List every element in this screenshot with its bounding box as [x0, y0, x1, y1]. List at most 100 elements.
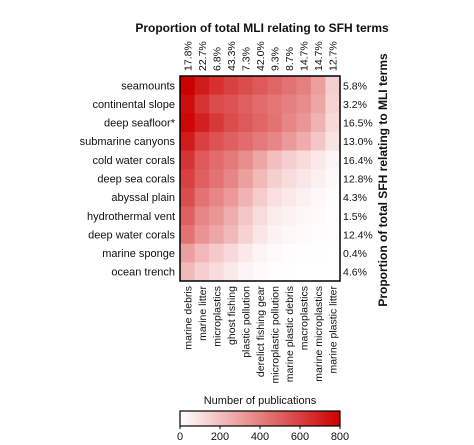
column-label: marine debris — [182, 286, 194, 350]
heatmap-cell — [223, 187, 239, 207]
heatmap-cell — [281, 262, 297, 282]
heatmap-cell — [238, 113, 254, 133]
heatmap-cell — [223, 206, 239, 226]
heatmap-cells — [180, 76, 341, 282]
heatmap-cell — [281, 131, 297, 151]
heatmap-cell — [252, 225, 268, 245]
column-label: marine microplastics — [313, 286, 325, 382]
heatmap-cell — [238, 225, 254, 245]
column-label: ghost fishing — [226, 286, 238, 345]
heatmap-cell — [296, 150, 312, 170]
row-label: seamounts — [121, 80, 175, 92]
heatmap-cell — [238, 150, 254, 170]
column-percentage: 42.0% — [255, 41, 267, 71]
row-percentage: 16.4% — [343, 155, 373, 167]
column-label: microplastics — [211, 286, 223, 347]
heatmap-cell — [325, 76, 341, 96]
heatmap-cell — [310, 76, 326, 96]
heatmap-cell — [209, 243, 225, 263]
colorbar-ticks: 0 200 400 600 800 — [177, 426, 349, 443]
heatmap-cell — [194, 113, 210, 133]
heatmap-cell — [296, 169, 312, 189]
heatmap-cell — [296, 187, 312, 207]
heatmap-cell — [267, 94, 283, 114]
heatmap-cell — [223, 243, 239, 263]
column-percentage: 22.7% — [197, 41, 209, 71]
heatmap-cell — [267, 76, 283, 96]
heatmap-cell — [252, 187, 268, 207]
heatmap-cell — [267, 206, 283, 226]
row-percentage: 3.2% — [343, 99, 367, 111]
heatmap-cell — [238, 76, 254, 96]
row-label: continental slope — [92, 99, 175, 111]
heatmap-cell — [238, 94, 254, 114]
row-percentage: 1.5% — [343, 211, 367, 223]
right-title: Proportion of total SFH relating to MLI … — [376, 53, 390, 307]
heatmap-cell — [252, 113, 268, 133]
heatmap-cell — [267, 243, 283, 263]
heatmap-cell — [209, 113, 225, 133]
heatmap-cell — [252, 76, 268, 96]
heatmap-cell — [281, 225, 297, 245]
heatmap-cell — [310, 169, 326, 189]
heatmap-cell — [209, 76, 225, 96]
heatmap-cell — [281, 113, 297, 133]
heatmap-cell — [209, 94, 225, 114]
heatmap-cell — [310, 262, 326, 282]
heatmap-cell — [310, 150, 326, 170]
heatmap-cell — [209, 150, 225, 170]
heatmap-cell — [310, 131, 326, 151]
heatmap-cell — [223, 76, 239, 96]
row-label: deep water corals — [88, 229, 175, 241]
row-percentage: 0.4% — [343, 248, 367, 260]
column-label: derelict fishing gear — [255, 286, 267, 378]
heatmap-cell — [296, 113, 312, 133]
heatmap-cell — [180, 150, 195, 170]
heatmap-cell — [325, 113, 341, 133]
heatmap-cell — [223, 262, 239, 282]
heatmap-cell — [180, 113, 195, 133]
heatmap-cell — [310, 225, 326, 245]
column-label: marine litter — [197, 286, 209, 341]
top-title: Proportion of total MLI relating to SFH … — [135, 21, 389, 35]
row-label: ocean trench — [111, 267, 175, 279]
row-label: abyssal plain — [111, 192, 175, 204]
heatmap-cell — [281, 206, 297, 226]
heatmap-cell — [223, 113, 239, 133]
heatmap-cell — [223, 94, 239, 114]
heatmap-cell — [252, 94, 268, 114]
row-percentage: 5.8% — [343, 80, 367, 92]
heatmap-cell — [310, 94, 326, 114]
column-label: marine plastic debris — [284, 286, 296, 382]
column-percentage: 7.3% — [240, 47, 252, 71]
row-percentage: 12.8% — [343, 174, 373, 186]
heatmap-cell — [267, 169, 283, 189]
heatmap-cell — [267, 150, 283, 170]
heatmap-cell — [325, 131, 341, 151]
heatmap-cell — [180, 169, 195, 189]
heatmap-cell — [223, 169, 239, 189]
heatmap-cell — [180, 187, 195, 207]
heatmap-cell — [281, 94, 297, 114]
heatmap-cell — [281, 243, 297, 263]
row-label: submarine canyons — [80, 136, 176, 148]
heatmap-cell — [310, 206, 326, 226]
heatmap-cell — [310, 113, 326, 133]
column-percentage: 17.8% — [182, 41, 194, 71]
column-percentages: 17.8% 22.7% 6.8% 43.3% 7.3% 42.0% 9.3% 8.7% 14.7… — [182, 41, 339, 71]
heatmap-cell — [281, 169, 297, 189]
column-percentage: 9.3% — [270, 47, 282, 71]
heatmap-cell — [267, 113, 283, 133]
row-label: deep seafloor* — [104, 118, 176, 130]
column-percentage: 6.8% — [211, 47, 223, 71]
heatmap-cell — [194, 187, 210, 207]
heatmap-cell — [209, 187, 225, 207]
heatmap-cell — [223, 225, 239, 245]
heatmap-cell — [252, 262, 268, 282]
heatmap-cell — [252, 243, 268, 263]
heatmap-cell — [267, 262, 283, 282]
heatmap-cell — [252, 131, 268, 151]
colorbar-tick-label: 200 — [211, 431, 229, 443]
column-percentage: 14.7% — [299, 41, 311, 71]
heatmap-cell — [281, 187, 297, 207]
